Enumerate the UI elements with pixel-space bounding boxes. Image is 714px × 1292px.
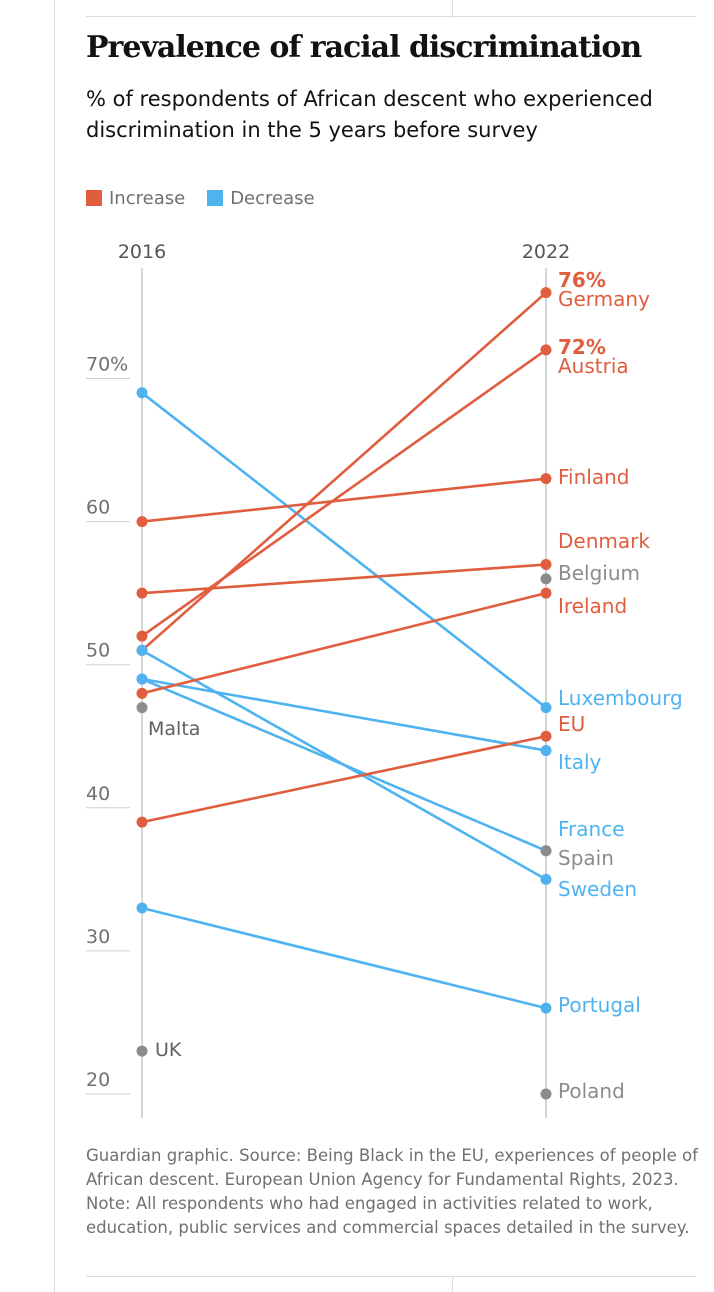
column-rule-top bbox=[452, 0, 453, 18]
label-spain: Spain bbox=[558, 846, 614, 870]
label-italy: Italy bbox=[558, 750, 602, 774]
point-2022-portugal bbox=[540, 1002, 552, 1014]
chart-title: Prevalence of racial discrimination bbox=[86, 30, 642, 65]
point-2016-uk bbox=[136, 1045, 148, 1057]
point-2022-eu bbox=[540, 730, 552, 742]
x-label-2022: 2022 bbox=[522, 241, 570, 263]
legend-label-decrease: Decrease bbox=[230, 187, 315, 209]
point-2016-finland bbox=[136, 516, 148, 528]
value-label-austria: 72% bbox=[558, 335, 606, 359]
line-italy bbox=[140, 677, 548, 752]
series-points bbox=[136, 287, 552, 1100]
decrease-swatch-icon bbox=[207, 190, 224, 206]
column-rule-bottom bbox=[452, 1276, 453, 1292]
point-2016-malta bbox=[136, 702, 148, 714]
point-2016-france bbox=[136, 673, 148, 685]
point-2022-spain bbox=[540, 845, 552, 857]
chart-subtitle: % of respondents of African descent who … bbox=[86, 87, 653, 142]
point-2016-sweden bbox=[136, 644, 148, 656]
line-portugal bbox=[140, 906, 548, 1010]
point-2022-luxembourg bbox=[540, 702, 552, 714]
label-austria: Austria bbox=[558, 354, 629, 378]
point-2022-poland bbox=[540, 1088, 552, 1100]
top-divider bbox=[86, 16, 696, 17]
legend-item-increase: Increase bbox=[86, 188, 185, 209]
label-ireland: Ireland bbox=[558, 594, 627, 618]
label-finland: Finland bbox=[558, 465, 629, 489]
y-tick-label-30: 30 bbox=[86, 926, 110, 948]
y-tick-label-20: 20 bbox=[86, 1069, 110, 1091]
label-portugal: Portugal bbox=[558, 993, 641, 1017]
point-2022-italy bbox=[540, 745, 552, 757]
point-2022-denmark bbox=[540, 559, 552, 571]
point-2016-luxembourg bbox=[136, 387, 148, 399]
y-tick-label-40: 40 bbox=[86, 783, 110, 805]
line-ireland bbox=[140, 591, 548, 695]
legend-item-decrease: Decrease bbox=[207, 187, 315, 209]
y-tick-label-50: 50 bbox=[86, 640, 110, 662]
left-rule bbox=[54, 0, 55, 1292]
line-luxembourg bbox=[140, 391, 548, 709]
label-germany: Germany bbox=[558, 287, 650, 311]
point-2022-ireland bbox=[540, 587, 552, 599]
label-sweden: Sweden bbox=[558, 877, 637, 901]
increase-swatch-icon bbox=[86, 190, 102, 206]
label-malta: Malta bbox=[148, 718, 200, 740]
point-2016-ireland bbox=[136, 687, 148, 699]
line-denmark bbox=[140, 563, 548, 595]
legend-label-increase: Increase bbox=[109, 187, 186, 209]
legend: Increase Decrease bbox=[86, 186, 337, 210]
label-poland: Poland bbox=[558, 1079, 625, 1103]
series-lines bbox=[140, 291, 548, 1010]
point-2016-denmark bbox=[136, 587, 148, 599]
label-uk: UK bbox=[155, 1039, 182, 1061]
label-france: France bbox=[558, 817, 625, 841]
line-germany bbox=[140, 291, 548, 652]
point-2022-sweden bbox=[540, 873, 552, 885]
year-axes: 2016 2022 bbox=[118, 241, 570, 1118]
label-eu: EU bbox=[558, 712, 585, 736]
y-tick-label-70: 70% bbox=[86, 354, 128, 376]
line-finland bbox=[140, 477, 548, 523]
point-2016-portugal bbox=[136, 902, 148, 914]
y-gridlines: 70% 60 50 40 30 20 bbox=[86, 354, 130, 1095]
y-tick-label-60: 60 bbox=[86, 497, 110, 519]
point-2022-austria bbox=[540, 344, 552, 356]
line-austria bbox=[140, 348, 548, 638]
label-denmark: Denmark bbox=[558, 529, 650, 553]
x-label-2016: 2016 bbox=[118, 241, 166, 263]
point-2022-belgium bbox=[540, 573, 552, 585]
line-sweden bbox=[140, 649, 548, 881]
point-2022-finland bbox=[540, 473, 552, 485]
point-2022-germany bbox=[540, 287, 552, 299]
source-note: Guardian graphic. Source: Being Black in… bbox=[86, 1146, 698, 1237]
value-label-germany: 76% bbox=[558, 268, 606, 292]
line-eu bbox=[140, 734, 548, 824]
label-luxembourg: Luxembourg bbox=[558, 686, 683, 710]
label-belgium: Belgium bbox=[558, 561, 640, 585]
point-2016-eu bbox=[136, 816, 148, 828]
point-2016-austria bbox=[136, 630, 148, 642]
bottom-divider bbox=[86, 1276, 696, 1277]
